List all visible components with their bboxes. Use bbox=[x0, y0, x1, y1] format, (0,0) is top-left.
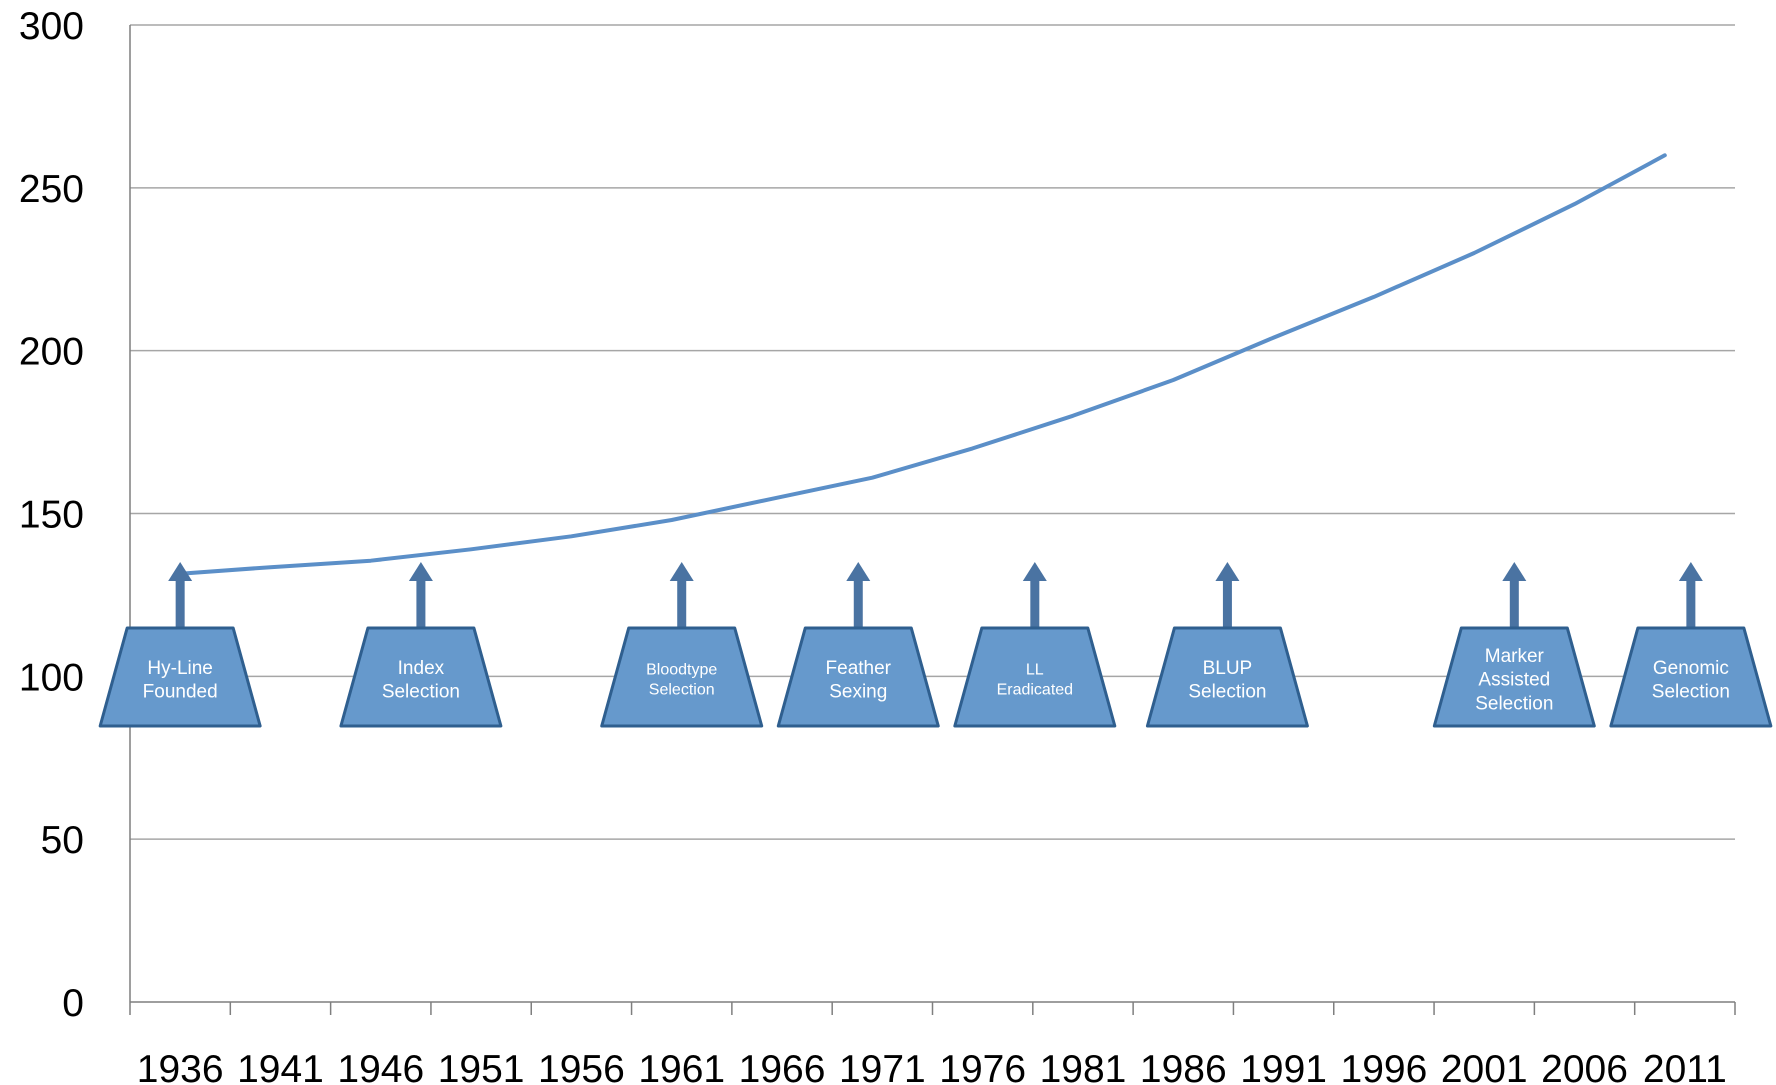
milestone-label: Selection bbox=[649, 682, 715, 699]
arrow-up-icon bbox=[846, 562, 871, 581]
arrow-up-icon bbox=[408, 562, 433, 581]
milestone-label: Genomic bbox=[1653, 658, 1729, 679]
y-tick-label-0: 0 bbox=[62, 982, 84, 1025]
y-tick-label-300: 300 bbox=[19, 5, 84, 48]
y-tick-label-250: 250 bbox=[19, 168, 84, 211]
x-tick-label-1981: 1981 bbox=[1040, 1048, 1127, 1085]
milestone-box bbox=[339, 626, 503, 728]
milestone-marker: Index Selection bbox=[339, 562, 503, 728]
arrow-up-icon bbox=[1678, 562, 1703, 581]
milestone-box bbox=[600, 626, 764, 728]
milestone-label: BLUP bbox=[1203, 658, 1253, 679]
milestone-box bbox=[953, 626, 1117, 728]
axes bbox=[129, 25, 1736, 1015]
arrow-up-icon bbox=[1215, 562, 1240, 581]
milestone-box bbox=[1609, 626, 1773, 728]
arrow-shaft bbox=[1686, 581, 1696, 628]
arrow-shaft bbox=[1030, 581, 1040, 628]
arrow-up-icon bbox=[1022, 562, 1047, 581]
milestone-box bbox=[1145, 626, 1309, 728]
x-tick-label-1956: 1956 bbox=[538, 1048, 625, 1085]
milestone-box bbox=[98, 626, 262, 728]
milestone-label: Selection bbox=[1188, 682, 1266, 703]
x-tick-label-1961: 1961 bbox=[638, 1048, 725, 1085]
milestone-label: Bloodtype bbox=[646, 662, 717, 679]
arrow-shaft bbox=[853, 581, 863, 628]
milestone-label: Index bbox=[398, 658, 445, 679]
arrow-shaft bbox=[1222, 581, 1232, 628]
x-tick-label-1936: 1936 bbox=[137, 1048, 224, 1085]
series-line bbox=[178, 153, 1667, 576]
x-tick-label-1986: 1986 bbox=[1140, 1048, 1227, 1085]
arrow-up-icon bbox=[669, 562, 694, 581]
x-tick-label-2001: 2001 bbox=[1441, 1048, 1528, 1085]
milestone-marker: Genomic Selection bbox=[1609, 562, 1773, 728]
series-layer bbox=[178, 153, 1667, 576]
milestone-label: Eradicated bbox=[997, 682, 1074, 699]
arrow-shaft bbox=[1509, 581, 1519, 628]
y-tick-label-100: 100 bbox=[19, 656, 84, 699]
milestone-label: Marker bbox=[1485, 646, 1545, 667]
milestone-label: Assisted bbox=[1478, 670, 1550, 691]
milestone-box bbox=[1432, 626, 1596, 728]
tick-labels: 0 50 100 150 200 250 300 1936 1941 1946 1951 1956 19… bbox=[19, 5, 1727, 1085]
arrow-shaft bbox=[175, 581, 185, 628]
x-tick-label-1971: 1971 bbox=[839, 1048, 926, 1085]
milestone-box bbox=[776, 626, 940, 728]
y-tick-label-150: 150 bbox=[19, 494, 84, 537]
x-tick-label-1951: 1951 bbox=[438, 1048, 525, 1085]
x-tick-label-2006: 2006 bbox=[1541, 1048, 1628, 1085]
arrow-shaft bbox=[677, 581, 687, 628]
x-tick-label-1976: 1976 bbox=[939, 1048, 1026, 1085]
x-tick-label-1996: 1996 bbox=[1341, 1048, 1428, 1085]
x-tick-label-1991: 1991 bbox=[1240, 1048, 1327, 1085]
arrow-up-icon bbox=[1502, 562, 1527, 581]
milestone-label: LL bbox=[1026, 662, 1044, 679]
arrow-shaft bbox=[416, 581, 426, 628]
milestone-label: Hy-Line bbox=[147, 658, 212, 679]
milestone-marker: LL Eradicated bbox=[953, 562, 1117, 728]
x-tick-label-1966: 1966 bbox=[739, 1048, 826, 1085]
milestone-label: Selection bbox=[1652, 682, 1730, 703]
y-tick-label-200: 200 bbox=[19, 331, 84, 374]
milestone-marker: Feather Sexing bbox=[776, 562, 940, 728]
y-tick-label-50: 50 bbox=[41, 819, 84, 862]
milestone-label: Selection bbox=[382, 682, 460, 703]
milestone-marker: Hy-Line Founded bbox=[98, 562, 262, 728]
milestones: Hy-Line Founded Index Selection Bloodtype Sel… bbox=[98, 562, 1773, 728]
milestone-label: Sexing bbox=[829, 682, 887, 703]
milestone-marker: Bloodtype Selection bbox=[600, 562, 764, 728]
milestone-label: Feather bbox=[826, 658, 892, 679]
milestone-label: Selection bbox=[1475, 693, 1553, 714]
milestone-marker: BLUP Selection bbox=[1145, 562, 1309, 728]
x-tick-label-2011: 2011 bbox=[1643, 1048, 1727, 1085]
milestone-label: Founded bbox=[143, 682, 218, 703]
x-tick-label-1941: 1941 bbox=[237, 1048, 324, 1085]
x-tick-label-1946: 1946 bbox=[337, 1048, 424, 1085]
arrow-up-icon bbox=[168, 562, 193, 581]
